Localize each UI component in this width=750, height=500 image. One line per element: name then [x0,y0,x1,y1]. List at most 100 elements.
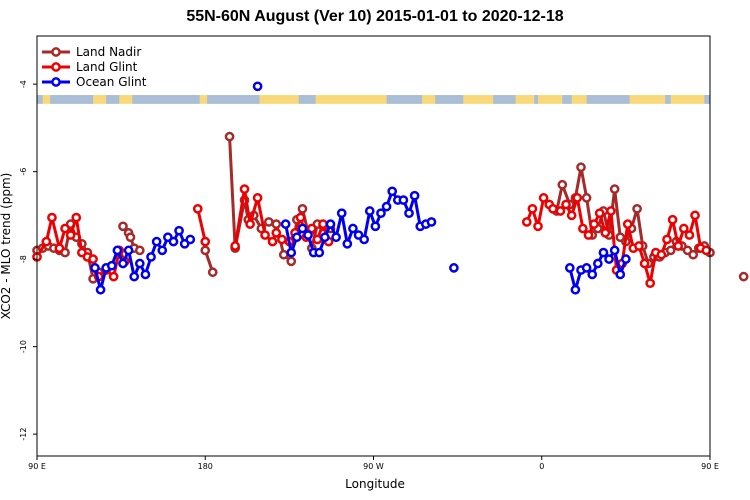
data-point [286,256,297,267]
legend-label: Ocean Glint [76,75,147,89]
data-point [381,201,392,212]
data-point [592,258,603,269]
data-point [263,217,274,227]
data-point [521,217,532,227]
ocean-segment [207,95,260,104]
data-point [667,214,678,225]
data-point [267,236,278,247]
data-point [564,263,575,273]
series-ocean-glint [90,81,631,295]
data-point [260,230,270,240]
data-point [376,208,386,219]
data-point [587,269,598,280]
series-line [284,189,432,255]
data-point [151,236,162,247]
y-tick-label: -10 [19,340,28,353]
legend-marker [51,62,61,72]
data-point [239,184,250,194]
data-point [224,131,235,142]
data-point [364,206,375,216]
data-point [662,234,672,245]
data-point [90,263,100,273]
data-point [252,193,263,203]
data-point [95,284,106,295]
y-tick-label: -12 [19,428,28,441]
data-point [570,284,581,295]
data-point [621,254,631,264]
data-point [555,206,566,216]
data-point [60,223,70,234]
land-band [37,95,710,104]
data-point [297,223,308,234]
chart-title: 55N-60N August (Ver 10) 2015-01-01 to 20… [186,8,564,25]
data-point [606,206,616,216]
ocean-segment [386,95,423,104]
data-point [589,219,599,229]
data-point [583,230,594,240]
data-point [174,225,184,236]
data-point [370,221,381,232]
data-point [690,210,700,221]
ocean-segment [665,95,671,104]
data-point [123,245,134,256]
data-point [325,219,336,229]
data-point [665,245,676,256]
data-point [634,241,644,251]
data-point [318,219,328,229]
data-point [656,249,667,260]
data-point [566,210,577,221]
ocean-segment [493,95,516,104]
data-point [185,234,196,245]
data-point [572,193,583,203]
data-point [129,271,140,282]
data-point [277,234,287,245]
land-ocean-strip [37,95,710,104]
data-point [134,245,145,256]
data-point [600,228,611,238]
data-point [404,208,414,219]
data-point [320,232,330,243]
data-point [387,186,398,197]
data-point [336,208,347,219]
data-point [252,81,263,92]
data-point [632,203,642,214]
data-point [701,245,712,256]
series-line [196,208,207,242]
data-point [409,190,420,201]
data-point [278,249,289,260]
y-axis-label: XCO2 - MLO trend (ppm) [0,173,13,320]
data-point [622,219,633,229]
legend-marker [51,47,61,57]
data-point [118,258,128,269]
data-point [688,249,699,260]
data-point [271,228,282,238]
data-point [280,219,291,229]
data-point [71,212,82,223]
data-point [118,221,128,232]
x-tick-label: 90 E [701,462,719,471]
data-point [312,234,323,245]
data-point [88,254,98,264]
ocean-segment [50,95,94,104]
data-point [561,199,571,210]
y-tick-label: -8 [19,255,28,263]
data-point [140,269,151,280]
data-point [65,230,76,240]
data-point [303,230,313,240]
data-point [426,217,437,227]
ocean-segment [586,95,630,104]
data-point [645,278,656,289]
data-point [134,258,145,269]
data-point [449,263,459,273]
data-point [398,195,409,205]
x-axis-label: Longitude [345,477,405,491]
data-point [271,219,282,229]
data-point [47,212,57,223]
ocean-segment [435,95,464,104]
data-point [684,230,695,240]
data-point [639,258,650,269]
ocean-segment [704,95,710,104]
axes: -4 -6 -8 -10 -12 90 E 180 90 W 0 90 E [19,80,719,471]
